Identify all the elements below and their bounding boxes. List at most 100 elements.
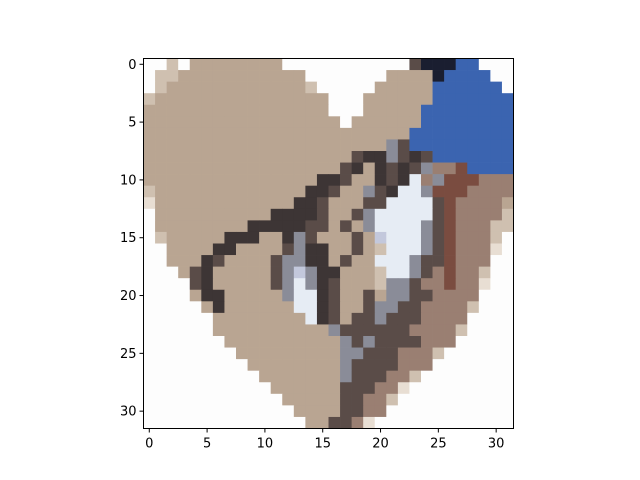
- heatmap-cell: [501, 231, 514, 244]
- heatmap-cell: [374, 336, 387, 348]
- heatmap-cell: [178, 393, 191, 406]
- heatmap-cell: [189, 255, 202, 267]
- heatmap-cell: [259, 127, 272, 140]
- heatmap-cell: [409, 162, 422, 175]
- heatmap-cell: [490, 312, 503, 325]
- heatmap-cell: [270, 324, 283, 337]
- heatmap-cell: [224, 312, 237, 325]
- heatmap-cell: [490, 197, 503, 210]
- heatmap-cell: [270, 289, 283, 302]
- heatmap-cell: [282, 70, 295, 82]
- heatmap-cell: [166, 255, 179, 267]
- heatmap-cell: [467, 312, 480, 325]
- heatmap-cell: [178, 104, 191, 117]
- heatmap-cell: [397, 289, 410, 302]
- heatmap-cell: [363, 81, 376, 94]
- heatmap-cell: [490, 405, 503, 418]
- heatmap-cell: [212, 93, 225, 106]
- heatmap-cell: [247, 393, 260, 406]
- heatmap-cell: [409, 139, 422, 152]
- heatmap-cell: [282, 197, 295, 210]
- heatmap-cell: [386, 393, 399, 406]
- heatmap-cell: [166, 336, 179, 348]
- heatmap-cell: [351, 393, 364, 406]
- heatmap-cell: [236, 289, 248, 302]
- heatmap-cell: [316, 220, 329, 233]
- heatmap-cell: [166, 393, 179, 406]
- heatmap-cell: [201, 336, 214, 348]
- heatmap-cell: [363, 58, 376, 71]
- heatmap-cell: [363, 324, 376, 337]
- heatmap-cell: [316, 370, 329, 383]
- heatmap-cell: [444, 174, 457, 187]
- heatmap-cell: [490, 382, 503, 395]
- heatmap-cell: [478, 70, 491, 82]
- heatmap-cell: [305, 312, 318, 325]
- heatmap-cell: [247, 127, 260, 140]
- heatmap-cell: [351, 162, 364, 175]
- heatmap-cell: [490, 301, 503, 314]
- heatmap-cell: [166, 382, 179, 395]
- heatmap-cell: [409, 151, 422, 163]
- heatmap-cell: [305, 208, 318, 221]
- heatmap-cell: [293, 220, 306, 233]
- heatmap-cell: [236, 127, 248, 140]
- heatmap-cell: [201, 243, 214, 256]
- heatmap-cell: [178, 359, 191, 372]
- heatmap-cell: [166, 197, 179, 210]
- heatmap-cell: [467, 278, 480, 291]
- heatmap-cell: [270, 139, 283, 152]
- heatmap-cell: [155, 255, 167, 267]
- heatmap-cell: [467, 347, 480, 360]
- heatmap-cell: [328, 243, 341, 256]
- heatmap-cell: [397, 231, 410, 244]
- heatmap-cell: [455, 359, 468, 372]
- heatmap-cell: [328, 393, 341, 406]
- heatmap-cell: [432, 347, 445, 360]
- heatmap-cell: [432, 220, 445, 233]
- heatmap-cell: [455, 127, 468, 140]
- heatmap-cell: [374, 174, 387, 187]
- heatmap-cell: [212, 289, 225, 302]
- heatmap-cell: [166, 116, 179, 129]
- heatmap-cell: [259, 289, 272, 302]
- heatmap-cell: [501, 370, 514, 383]
- heatmap-cell: [351, 243, 364, 256]
- heatmap-cell: [224, 139, 237, 152]
- heatmap-cell: [247, 255, 260, 267]
- heatmap-cell: [397, 336, 410, 348]
- heatmap-cell: [247, 220, 260, 233]
- heatmap-cell: [166, 162, 179, 175]
- heatmap-cell: [397, 359, 410, 372]
- axes-frame: [143, 58, 514, 429]
- heatmap-cell: [455, 278, 468, 291]
- heatmap-cell: [455, 81, 468, 94]
- heatmap-cell: [409, 231, 422, 244]
- heatmap-cell: [293, 139, 306, 152]
- heatmap-cell: [212, 220, 225, 233]
- heatmap-cell: [212, 324, 225, 337]
- heatmap-cell: [293, 116, 306, 129]
- heatmap-cell: [178, 174, 191, 187]
- heatmap-cell: [282, 347, 295, 360]
- heatmap-cells: [143, 58, 514, 429]
- heatmap-cell: [340, 197, 352, 210]
- heatmap-cell: [432, 278, 445, 291]
- heatmap-cell: [270, 162, 283, 175]
- heatmap-cell: [363, 220, 376, 233]
- heatmap-cell: [316, 58, 329, 71]
- y-axis: 0 5 10 15 20 25 30: [120, 58, 144, 420]
- heatmap-cell: [421, 208, 433, 221]
- heatmap-cell: [316, 324, 329, 337]
- heatmap-cell: [478, 220, 491, 233]
- heatmap-cell: [432, 151, 445, 163]
- heatmap-cell: [421, 127, 433, 140]
- heatmap-cell: [340, 139, 352, 152]
- heatmap-cell: [201, 255, 214, 267]
- heatmap-cell: [374, 139, 387, 152]
- heatmap-cell: [467, 370, 480, 383]
- heatmap-cell: [247, 416, 260, 429]
- heatmap-cell: [501, 139, 514, 152]
- heatmap-cell: [421, 359, 433, 372]
- heatmap-cell: [501, 70, 514, 82]
